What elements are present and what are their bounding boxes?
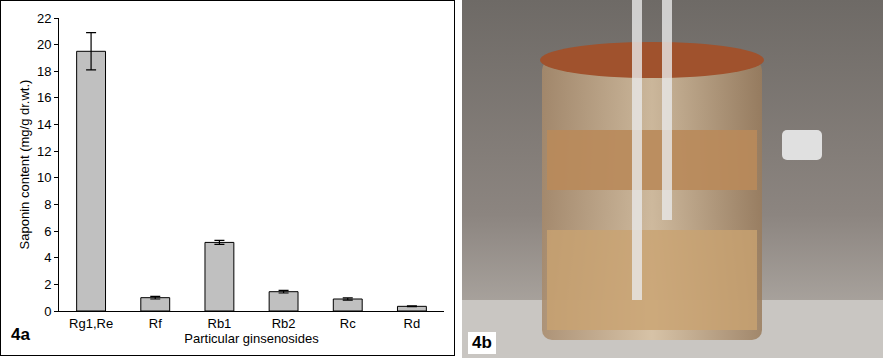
svg-text:Rf: Rf xyxy=(149,316,162,331)
svg-text:10: 10 xyxy=(37,170,51,185)
svg-text:20: 20 xyxy=(37,37,51,52)
svg-text:Rg1,Re: Rg1,Re xyxy=(69,316,113,331)
svg-text:Saponin content (mg/g dr.wt.): Saponin content (mg/g dr.wt.) xyxy=(17,80,32,250)
svg-text:Particular ginsenosides: Particular ginsenosides xyxy=(184,331,319,346)
svg-text:0: 0 xyxy=(44,304,51,319)
svg-text:4: 4 xyxy=(44,250,51,265)
svg-text:4a: 4a xyxy=(11,325,30,344)
svg-text:Rc: Rc xyxy=(340,316,356,331)
html-text:4b: 4b xyxy=(472,333,492,352)
svg-text:Rd: Rd xyxy=(404,316,421,331)
svg-text:6: 6 xyxy=(44,224,51,239)
svg-text:Rb2: Rb2 xyxy=(272,316,296,331)
svg-text:8: 8 xyxy=(44,197,51,212)
svg-text:22: 22 xyxy=(37,11,51,26)
svg-text:12: 12 xyxy=(37,144,51,159)
svg-text:Rb1: Rb1 xyxy=(207,316,231,331)
svg-text:14: 14 xyxy=(37,117,51,132)
svg-text:16: 16 xyxy=(37,90,51,105)
svg-text:2: 2 xyxy=(44,277,51,292)
svg-text:18: 18 xyxy=(37,64,51,79)
